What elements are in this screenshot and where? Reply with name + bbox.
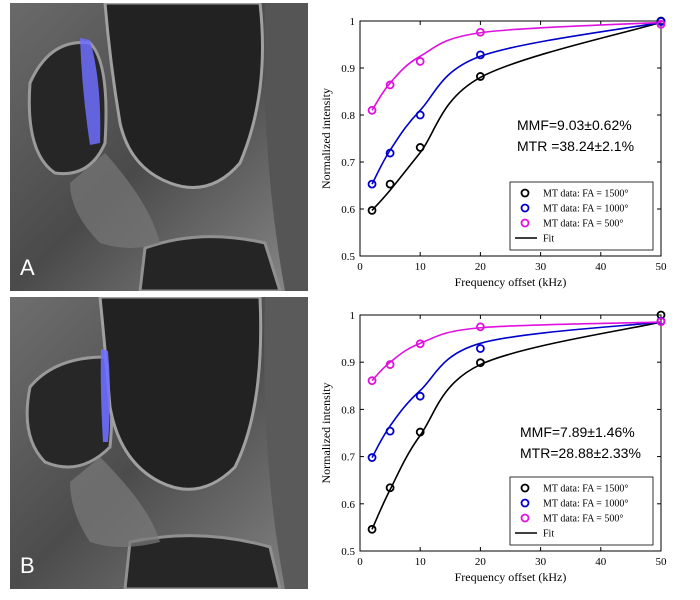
chart-1-legend-marker-0 [520,483,530,493]
chart-0-data-point-s0 [415,143,425,152]
chart-b-svg: 0 10 20 30 40 50 0.5 0.6 0.7 0.8 0.9 1 Frequency off… [319,310,668,584]
chart-1-data-point-s1 [475,344,485,353]
chart-1-data-point-s2 [475,322,485,332]
chart-1-data-point-s2 [385,360,395,369]
chart-0-plot-frame [359,20,662,257]
chart-1-data-point-s1 [367,453,377,462]
chart-0-data-point-s1 [415,110,425,120]
chart-0-x-tick-label: 0 [357,261,363,273]
chart-1-data-point-s2 [367,376,377,386]
chart-0-data-point-s2 [415,57,425,66]
mtr-stat-a: MTR =38.24±2.1% [517,138,635,154]
chart-1-data-point-s0 [415,427,425,437]
chart-0-y-tick-label: 0.6 [341,204,355,216]
chart-0-data-point-s0 [367,206,377,215]
chart-1-y-tick-label: 0.8 [341,404,355,416]
chart-0-x-tick-label: 30 [535,261,547,273]
chart-0-y-axis-label: Normalized intensity [319,88,333,189]
chart-1-plot-frame [359,314,662,552]
chart-1-legend-label-1: MT data: FA = 1000° [543,499,628,510]
chart-0-legend-label-1: MT data: FA = 1000° [543,204,628,215]
chart-0-fit-line-2 [371,21,662,111]
chart-1-x-axis-label: Frequency offset (kHz) [455,570,567,584]
chart-1-legend-label-0: MT data: FA = 1500° [543,484,628,495]
chart-1-data-point-s1 [415,391,425,401]
chart-1-y-tick-label: 1 [350,310,356,322]
chart-a-svg: 0 10 20 30 40 50 0.5 0.6 0.7 0.8 0.9 1 Frequency off… [319,16,668,289]
chart-1-x-tick-label: 0 [357,556,363,568]
mri-image-b: B [10,297,308,589]
chart-1-data-point-s2 [415,339,425,349]
mtr-stat-b: MTR=28.88±2.33% [520,445,641,461]
chart-1-y-tick-label: 0.6 [341,499,355,511]
chart-0-data-point-s2 [475,27,485,37]
chart-1-data-point-s1 [385,426,395,436]
chart-0-data-point-s1 [475,50,485,60]
chart-1-data-point-s0 [475,358,485,368]
chart-0-y-tick-label: 0.8 [341,110,355,122]
chart-1-x-tick-label: 40 [595,556,607,568]
chart-0-data-point-s2 [385,80,395,90]
chart-0-legend-marker-1 [520,203,530,213]
chart-0-data-point-s2 [367,105,377,115]
chart-0-x-tick-label: 50 [656,261,668,273]
chart-0-data-point-s0 [385,179,395,189]
tendon-overlay-b [100,349,110,442]
chart-0-legend-label-2: MT data: FA = 500° [543,219,623,230]
chart-1-legend-label-2: MT data: FA = 500° [543,514,623,525]
chart-1-legend-marker-1 [520,498,530,508]
chart-0-legend-marker-0 [520,188,530,198]
chart-0-data-point-s1 [367,179,377,189]
chart-1-x-tick-label: 50 [656,556,668,568]
chart-0-x-tick-label: 40 [595,261,607,273]
chart-1-legend-label-3: Fit [543,529,554,540]
chart-a: 0 10 20 30 40 50 0.5 0.6 0.7 0.8 0.9 1 Frequency off… [312,0,700,295]
chart-0-legend-marker-2 [520,218,530,228]
chart-0-y-tick-label: 0.9 [341,63,355,75]
chart-0-data-point-s0 [475,72,485,81]
chart-1-fit-line-0 [371,321,662,530]
chart-1-y-axis-label: Normalized intensity [319,383,333,484]
chart-1-x-tick-label: 20 [475,556,487,568]
chart-1-data-point-s0 [385,483,395,493]
chart-b: 0 10 20 30 40 50 0.5 0.6 0.7 0.8 0.9 1 Frequency off… [312,298,700,600]
chart-1-data-point-s2 [656,317,666,327]
chart-0-y-tick-label: 1 [350,16,356,28]
chart-0-y-tick-label: 0.7 [341,157,355,169]
chart-0-x-tick-label: 10 [415,261,427,273]
chart-0-data-point-s2 [656,19,666,29]
chart-0-legend-label-0: MT data: FA = 1500° [543,189,628,200]
tendon-overlay-a [80,38,101,145]
panel-label-a: A [20,255,35,280]
chart-0-data-point-s1 [656,17,666,26]
mri-image-a: A [10,3,308,291]
mmf-stat-a: MMF=9.03±0.62% [517,117,632,133]
panel-label-b: B [20,553,35,578]
chart-1-y-tick-label: 0.7 [341,452,355,464]
chart-1-x-tick-label: 10 [415,556,427,568]
chart-0-x-tick-label: 20 [475,261,487,273]
chart-1-y-tick-label: 0.5 [341,546,355,558]
chart-0-fit-line-0 [371,21,662,211]
chart-0-legend-label-3: Fit [543,234,554,245]
chart-0-y-tick-label: 0.5 [341,251,355,263]
mmf-stat-b: MMF=7.89±1.46% [520,424,635,440]
chart-1-legend-marker-2 [520,513,530,523]
chart-1-data-point-s0 [367,524,377,534]
chart-1-x-tick-label: 30 [535,556,547,568]
chart-1-y-tick-label: 0.9 [341,357,355,369]
chart-0-data-point-s1 [385,148,395,158]
chart-0-x-axis-label: Frequency offset (kHz) [455,275,567,289]
